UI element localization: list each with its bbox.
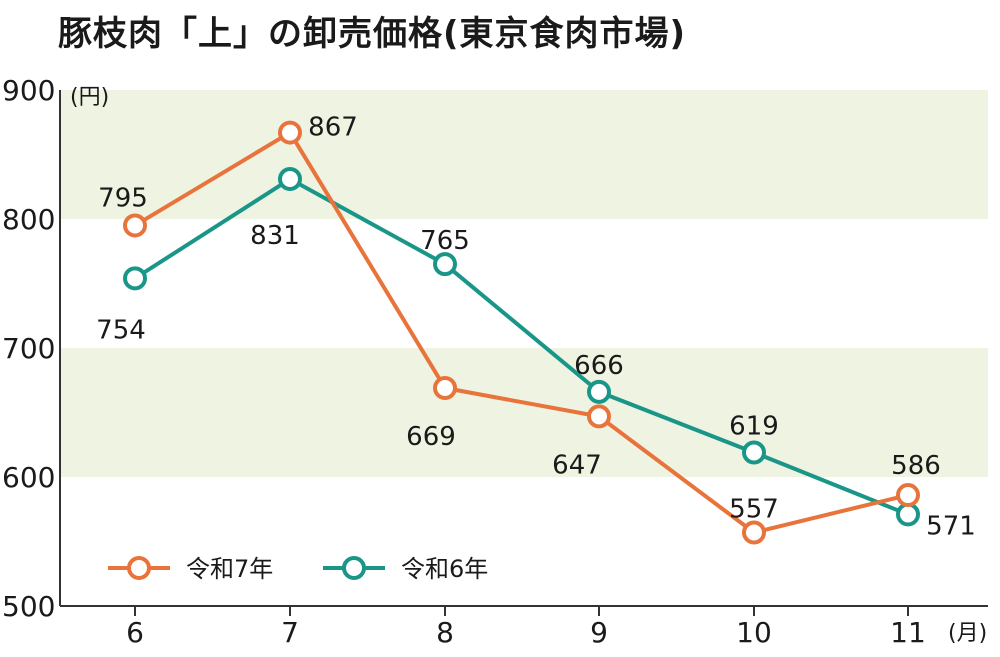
x-tick-label: 6 xyxy=(126,616,144,649)
legend: 令和7年 令和6年 xyxy=(108,555,488,583)
data-label: 669 xyxy=(406,422,456,452)
series-line-0 xyxy=(133,130,909,535)
data-label: 765 xyxy=(420,226,470,256)
data-point xyxy=(742,440,766,465)
data-label: 619 xyxy=(729,411,779,441)
data-label: 831 xyxy=(250,221,300,251)
legend-swatch-marker xyxy=(342,556,366,580)
legend-label: 令和6年 xyxy=(401,555,488,583)
x-tick-label: 10 xyxy=(736,616,772,649)
background-band-0 xyxy=(60,90,988,219)
data-point xyxy=(896,502,920,527)
data-point xyxy=(433,375,457,400)
labels-layer: 795 867 669 647 557 586 754 831 765 666 619 571 xyxy=(96,113,976,542)
data-point xyxy=(587,404,611,429)
legend-label: 令和7年 xyxy=(186,555,273,583)
chart-title: 豚枝肉「上」の卸売価格(東京食肉市場) xyxy=(58,14,687,54)
data-point xyxy=(123,213,147,238)
background-bands xyxy=(60,90,988,477)
data-point xyxy=(742,520,766,545)
data-point xyxy=(278,120,302,145)
axes: 500 600 700 800 900 (円) 6 7 8 9 10 11 (月) xyxy=(2,74,988,649)
data-label: 586 xyxy=(891,451,941,481)
x-tick-label: 11 xyxy=(890,616,926,649)
y-tick-label: 500 xyxy=(2,590,55,623)
data-point xyxy=(433,252,457,277)
y-axis-unit: (円) xyxy=(70,85,109,110)
y-tick-label: 600 xyxy=(2,461,55,494)
data-point xyxy=(587,379,611,404)
data-label: 666 xyxy=(574,351,624,381)
y-tick-label: 900 xyxy=(2,74,55,107)
x-tick-label: 8 xyxy=(436,616,454,649)
data-label: 754 xyxy=(96,315,146,345)
data-label: 647 xyxy=(552,450,602,480)
data-point xyxy=(278,167,302,192)
background-band-1 xyxy=(60,348,988,477)
x-axis-unit: (月) xyxy=(948,621,987,646)
data-point xyxy=(123,266,147,291)
data-label: 795 xyxy=(98,183,148,213)
x-tick-label: 9 xyxy=(590,616,608,649)
y-tick-label: 700 xyxy=(2,332,55,365)
legend-swatch-marker xyxy=(127,556,151,580)
data-point xyxy=(896,483,920,508)
data-label: 571 xyxy=(926,511,976,541)
series-line-1 xyxy=(133,177,909,517)
x-tick-label: 7 xyxy=(281,616,299,649)
series-layer xyxy=(123,120,920,545)
y-tick-label: 800 xyxy=(2,203,55,236)
data-label: 867 xyxy=(308,113,358,143)
data-label: 557 xyxy=(729,494,779,524)
